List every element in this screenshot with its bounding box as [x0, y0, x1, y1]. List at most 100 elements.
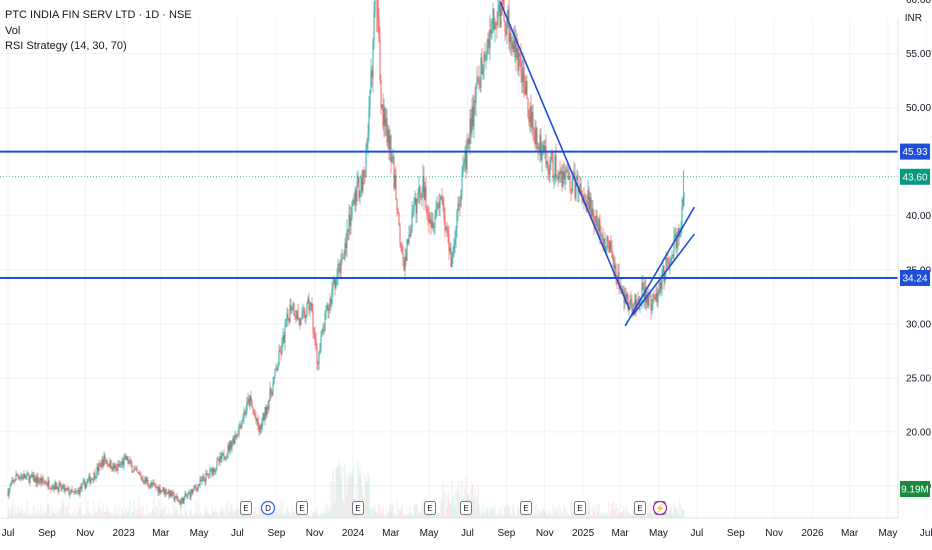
candle-body [587, 190, 589, 201]
volume-bar [72, 515, 74, 518]
candle-body [514, 36, 516, 53]
volume-bar [64, 515, 66, 518]
candle-body [314, 333, 316, 340]
volume-bar [144, 515, 146, 518]
volume-bar [625, 504, 627, 518]
candle-body [627, 294, 629, 310]
volume-bar [171, 514, 173, 518]
volume-bar [129, 499, 131, 518]
volume-bar [498, 509, 500, 518]
strategy-label[interactable]: RSI Strategy (14, 30, 70) [5, 40, 127, 52]
candle-body [668, 263, 670, 266]
candle-body [107, 464, 109, 465]
volume-bar [237, 508, 239, 518]
currency-label[interactable]: INR [904, 13, 922, 24]
candle-body [400, 243, 402, 247]
volume-bar [659, 512, 661, 518]
volume-indicator-label[interactable]: Vol [5, 24, 21, 37]
volume-bar [119, 515, 121, 518]
volume-bar [624, 515, 626, 518]
candle-body [131, 464, 133, 473]
candle-body [136, 468, 138, 473]
volume-bar [434, 512, 436, 518]
volume-bar [594, 513, 596, 518]
candle-body [322, 329, 324, 332]
volume-bar [79, 507, 81, 518]
volume-bar [92, 515, 94, 518]
candle-body [176, 495, 178, 499]
volume-bar [375, 512, 377, 518]
volume-bar [373, 510, 375, 518]
volume-bar [439, 515, 441, 518]
trend-line [499, 1, 631, 311]
volume-bar [555, 507, 557, 518]
volume-bar [487, 511, 489, 518]
candle-body [240, 425, 242, 428]
volume-bar [378, 503, 380, 518]
candle-body [234, 435, 236, 444]
candle-body [667, 259, 669, 264]
candle-body [655, 293, 657, 300]
candle-body [540, 134, 542, 161]
candle-body [73, 491, 75, 493]
volume-bar [251, 513, 253, 518]
candle-body [354, 190, 356, 205]
volume-bar [118, 504, 120, 518]
candle-body [510, 33, 512, 45]
candle-body [235, 435, 237, 438]
volume-bar [27, 515, 29, 518]
candle-body [426, 208, 428, 215]
candle-body [649, 295, 651, 297]
volume-bar [213, 510, 215, 518]
candle-body [473, 100, 475, 127]
candle-body [597, 227, 599, 232]
candle-body [52, 485, 54, 488]
volume-bar [282, 513, 284, 518]
volume-bar [135, 507, 137, 518]
candle-body [162, 487, 164, 491]
candle-body [70, 489, 72, 494]
candle-body [463, 163, 465, 166]
candle-body [650, 295, 652, 312]
volume-bar [33, 505, 35, 518]
volume-bar [502, 514, 504, 518]
candle-body [352, 199, 354, 202]
volume-bar [326, 502, 328, 518]
candle-body [342, 257, 344, 259]
candle-body [329, 298, 331, 309]
symbol-title[interactable]: PTC INDIA FIN SERV LTD · 1D · NSE [5, 9, 192, 21]
candle-body [204, 479, 206, 482]
volume-bar [549, 512, 551, 518]
volume-bar [475, 506, 477, 518]
candle-body [561, 170, 563, 187]
event-markers[interactable]: EDEEEEEEEE⚡ [240, 500, 668, 516]
volume-bar [157, 515, 159, 518]
volume-bar [310, 515, 312, 518]
volume-bar [219, 509, 221, 518]
volume-bar [531, 514, 533, 518]
candle-body [467, 138, 469, 144]
candle-body [37, 476, 39, 483]
volume-bar [386, 510, 388, 518]
time-axis[interactable]: Jul Sep Nov 2023 Mar May Jul Sep Nov 2024 Mar May Ju… [0, 517, 932, 539]
time-tick-label: Jul [2, 528, 15, 539]
candle-body [351, 201, 353, 218]
volume-bar [441, 502, 443, 518]
volume-bar [321, 513, 323, 518]
volume-bar [667, 512, 669, 518]
candle-body [576, 175, 578, 181]
volume-bar [102, 505, 104, 518]
volume-bar [683, 509, 685, 518]
event-marker-label: E [299, 504, 304, 513]
candle-body [257, 418, 259, 427]
volume-bar [438, 512, 440, 518]
volume-bar [410, 512, 412, 518]
volume-bar [597, 512, 599, 518]
volume-bar [312, 511, 314, 518]
volume-bar [97, 509, 99, 518]
volume-bar [530, 514, 532, 518]
volume-bar [664, 515, 666, 518]
volume-bar [474, 489, 476, 518]
volume-bar [383, 513, 385, 518]
